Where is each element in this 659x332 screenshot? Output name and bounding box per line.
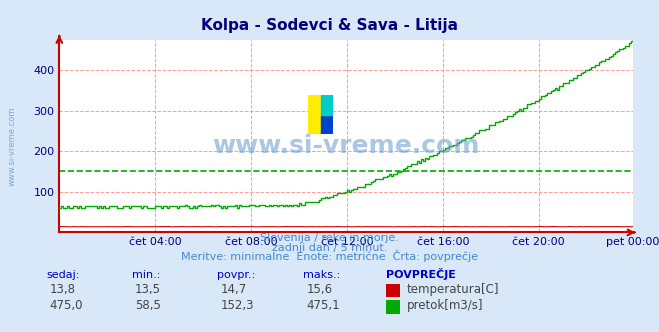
Text: 15,6: 15,6 <box>306 283 333 296</box>
Text: zadnji dan / 5 minut.: zadnji dan / 5 minut. <box>272 243 387 253</box>
Text: povpr.:: povpr.: <box>217 270 256 280</box>
Text: 475,1: 475,1 <box>306 299 340 312</box>
Text: www.si-vreme.com: www.si-vreme.com <box>212 134 480 158</box>
Text: min.:: min.: <box>132 270 160 280</box>
Bar <box>321 115 333 134</box>
Text: 14,7: 14,7 <box>221 283 247 296</box>
Text: 475,0: 475,0 <box>49 299 83 312</box>
Bar <box>308 95 321 134</box>
Text: sedaj:: sedaj: <box>46 270 80 280</box>
Text: maks.:: maks.: <box>303 270 341 280</box>
Text: 152,3: 152,3 <box>221 299 254 312</box>
Text: POVPREČJE: POVPREČJE <box>386 268 455 280</box>
Text: 58,5: 58,5 <box>135 299 161 312</box>
Text: Meritve: minimalne  Enote: metrične  Črta: povprečje: Meritve: minimalne Enote: metrične Črta:… <box>181 250 478 262</box>
Text: 13,5: 13,5 <box>135 283 161 296</box>
Text: 13,8: 13,8 <box>49 283 75 296</box>
Text: temperatura[C]: temperatura[C] <box>407 283 499 296</box>
Text: www.si-vreme.com: www.si-vreme.com <box>8 106 17 186</box>
Text: Kolpa - Sodevci & Sava - Litija: Kolpa - Sodevci & Sava - Litija <box>201 18 458 33</box>
Bar <box>321 95 333 115</box>
Text: Slovenija / reke in morje.: Slovenija / reke in morje. <box>260 233 399 243</box>
Text: pretok[m3/s]: pretok[m3/s] <box>407 299 483 312</box>
